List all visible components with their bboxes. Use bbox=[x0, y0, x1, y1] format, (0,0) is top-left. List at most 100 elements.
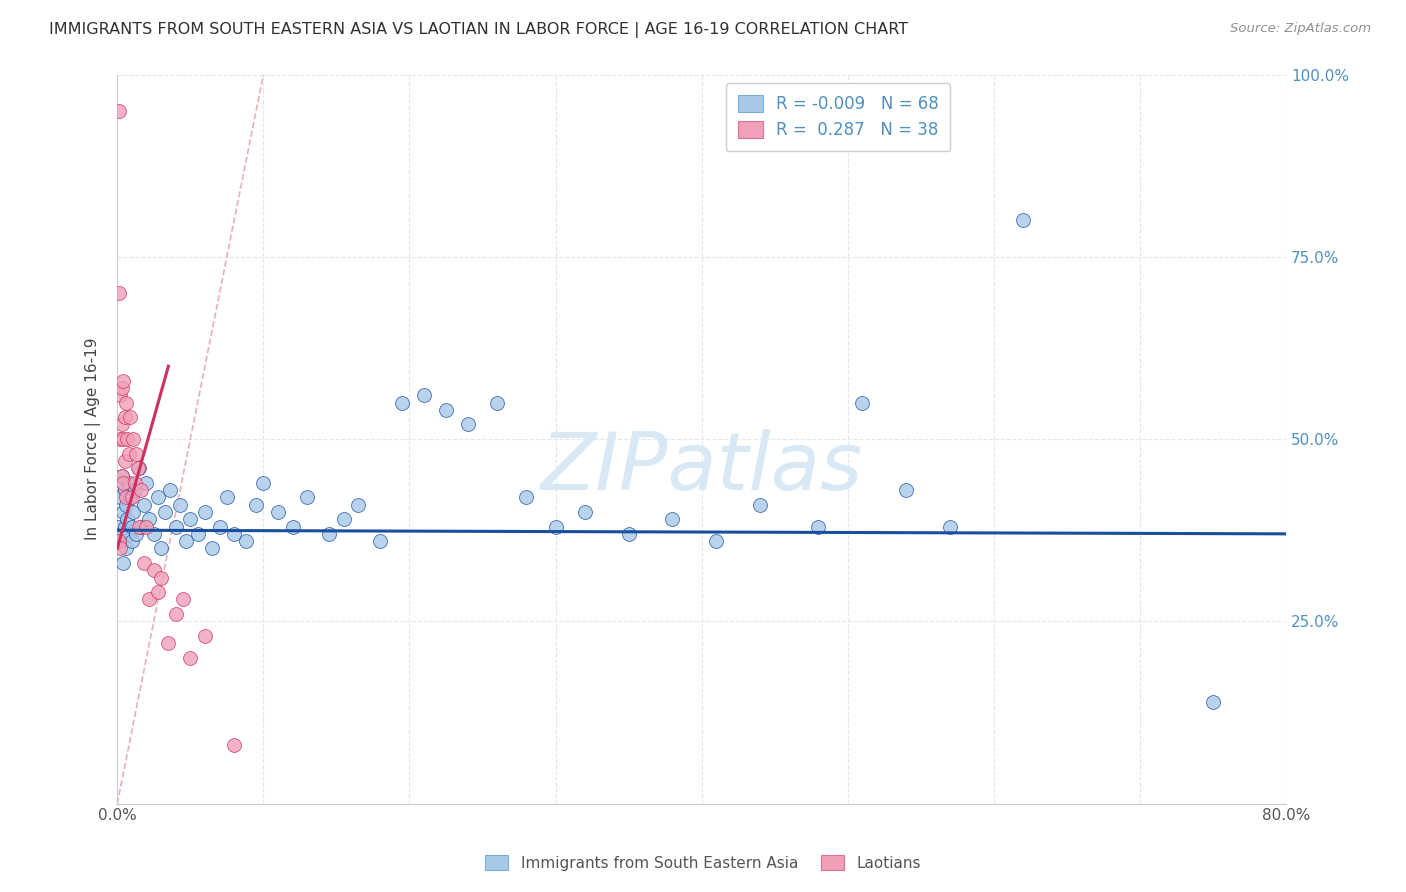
Point bbox=[318, 526, 340, 541]
Point bbox=[125, 447, 148, 461]
Point bbox=[132, 498, 155, 512]
Point bbox=[125, 526, 148, 541]
Point bbox=[1012, 213, 1035, 227]
Point bbox=[347, 498, 370, 512]
Point bbox=[215, 491, 238, 505]
Point bbox=[138, 592, 160, 607]
Point bbox=[174, 534, 197, 549]
Point bbox=[515, 491, 537, 505]
Point bbox=[135, 475, 157, 490]
Point bbox=[121, 491, 143, 505]
Point bbox=[413, 388, 436, 402]
Point bbox=[132, 556, 155, 570]
Point bbox=[120, 491, 142, 505]
Point bbox=[129, 519, 152, 533]
Point bbox=[108, 432, 131, 446]
Point bbox=[121, 519, 143, 533]
Point bbox=[135, 519, 157, 533]
Point bbox=[617, 526, 640, 541]
Text: IMMIGRANTS FROM SOUTH EASTERN ASIA VS LAOTIAN IN LABOR FORCE | AGE 16-19 CORRELA: IMMIGRANTS FROM SOUTH EASTERN ASIA VS LA… bbox=[49, 22, 908, 38]
Point bbox=[574, 505, 596, 519]
Point bbox=[169, 498, 191, 512]
Point bbox=[107, 519, 129, 533]
Point bbox=[544, 519, 567, 533]
Point bbox=[108, 388, 131, 402]
Point bbox=[187, 526, 209, 541]
Point bbox=[194, 629, 217, 643]
Point bbox=[117, 512, 139, 526]
Point bbox=[150, 541, 173, 556]
Point bbox=[118, 475, 141, 490]
Point bbox=[457, 417, 479, 432]
Point bbox=[148, 491, 170, 505]
Point bbox=[107, 103, 129, 118]
Point bbox=[118, 526, 141, 541]
Point bbox=[142, 563, 165, 577]
Point bbox=[115, 541, 138, 556]
Point bbox=[111, 468, 134, 483]
Y-axis label: In Labor Force | Age 16-19: In Labor Force | Age 16-19 bbox=[86, 338, 101, 541]
Point bbox=[252, 475, 274, 490]
Point bbox=[157, 636, 180, 650]
Point bbox=[486, 395, 509, 409]
Point bbox=[894, 483, 917, 497]
Point bbox=[661, 512, 683, 526]
Point bbox=[118, 447, 141, 461]
Point bbox=[368, 534, 391, 549]
Point bbox=[114, 410, 136, 425]
Point bbox=[179, 650, 201, 665]
Point bbox=[124, 483, 146, 497]
Point bbox=[165, 607, 187, 621]
Point bbox=[1202, 694, 1225, 708]
Point bbox=[281, 519, 304, 533]
Point bbox=[267, 505, 290, 519]
Point bbox=[807, 519, 830, 533]
Point bbox=[194, 505, 217, 519]
Point bbox=[127, 461, 149, 475]
Point bbox=[245, 498, 267, 512]
Point bbox=[117, 432, 139, 446]
Point bbox=[148, 585, 170, 599]
Point bbox=[208, 519, 231, 533]
Point bbox=[224, 526, 246, 541]
Legend: Immigrants from South Eastern Asia, Laotians: Immigrants from South Eastern Asia, Laot… bbox=[477, 846, 929, 880]
Legend: R = -0.009   N = 68, R =  0.287   N = 38: R = -0.009 N = 68, R = 0.287 N = 38 bbox=[725, 83, 950, 151]
Point bbox=[332, 512, 354, 526]
Point bbox=[155, 505, 177, 519]
Point bbox=[112, 374, 135, 388]
Point bbox=[391, 395, 413, 409]
Point bbox=[224, 739, 246, 753]
Point bbox=[159, 483, 181, 497]
Point bbox=[142, 526, 165, 541]
Point bbox=[114, 454, 136, 468]
Point bbox=[112, 475, 135, 490]
Point bbox=[201, 541, 224, 556]
Point bbox=[111, 381, 134, 395]
Point bbox=[295, 491, 318, 505]
Text: Source: ZipAtlas.com: Source: ZipAtlas.com bbox=[1230, 22, 1371, 36]
Point bbox=[939, 519, 962, 533]
Point bbox=[112, 505, 135, 519]
Point bbox=[114, 519, 136, 533]
Point bbox=[114, 483, 136, 497]
Point bbox=[172, 592, 194, 607]
Point bbox=[749, 498, 772, 512]
Point bbox=[108, 534, 131, 549]
Point bbox=[112, 556, 135, 570]
Point bbox=[122, 505, 145, 519]
Point bbox=[704, 534, 727, 549]
Text: ZIPatlas: ZIPatlas bbox=[540, 429, 863, 508]
Point bbox=[129, 483, 152, 497]
Point bbox=[107, 534, 129, 549]
Point bbox=[235, 534, 257, 549]
Point bbox=[434, 403, 457, 417]
Point bbox=[124, 475, 146, 490]
Point bbox=[112, 432, 135, 446]
Point bbox=[115, 498, 138, 512]
Point bbox=[128, 519, 150, 533]
Point bbox=[108, 491, 131, 505]
Point bbox=[111, 417, 134, 432]
Point bbox=[138, 512, 160, 526]
Point bbox=[108, 541, 131, 556]
Point bbox=[120, 410, 142, 425]
